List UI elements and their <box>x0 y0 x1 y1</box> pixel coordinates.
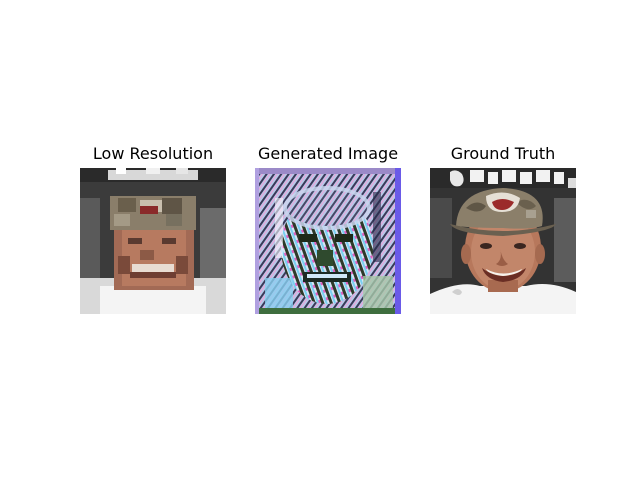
generated-noisy-face-picture <box>255 168 401 314</box>
panel-low-resolution: Low Resolution <box>80 144 226 314</box>
panel-generated-image: Generated Image <box>255 144 401 314</box>
ground-truth-image <box>430 168 576 314</box>
low-resolution-face-picture <box>80 168 226 314</box>
panel-title-ground-truth: Ground Truth <box>450 144 556 163</box>
ground-truth-face-picture <box>430 168 576 314</box>
generated-image <box>255 168 401 314</box>
panel-title-low-resolution: Low Resolution <box>92 144 214 163</box>
panel-title-generated-image: Generated Image <box>257 144 399 163</box>
low-resolution-image <box>80 168 226 314</box>
panel-ground-truth: Ground Truth <box>430 144 576 314</box>
